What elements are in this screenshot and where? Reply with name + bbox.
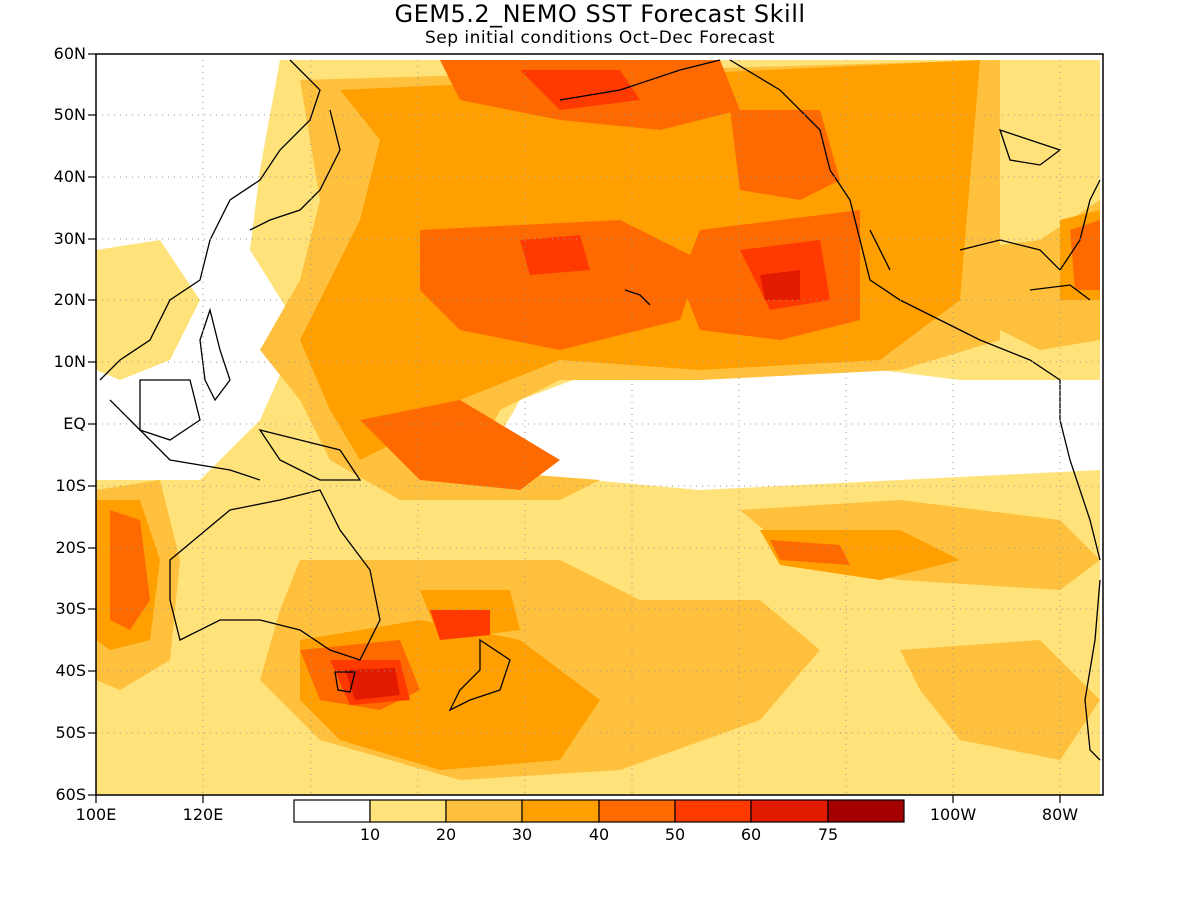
- lat-label-20n: 20N: [53, 290, 86, 309]
- lat-label-50s: 50S: [55, 723, 86, 742]
- lat-label-40n: 40N: [53, 167, 86, 186]
- colorbar-label-30: 30: [511, 825, 533, 844]
- lat-label-10n: 10N: [53, 352, 86, 371]
- colorbar-label-50: 50: [664, 825, 686, 844]
- lon-label-120e: 120E: [182, 805, 224, 824]
- chart-title: GEM5.2_NEMO SST Forecast Skill: [394, 0, 806, 28]
- skill-field: [96, 54, 1103, 795]
- chart-subtitle: Sep initial conditions Oct–Dec Forecast: [424, 28, 776, 48]
- lat-label-20s: 20S: [55, 538, 86, 557]
- colorbar: [293, 799, 905, 823]
- lon-ticks: [95, 795, 1061, 803]
- lat-label-10s: 10S: [55, 476, 86, 495]
- lon-label-100w: 100W: [929, 805, 977, 824]
- lon-label-80w: 80W: [1041, 805, 1079, 824]
- lon-label-100e: 100E: [75, 805, 117, 824]
- colorbar-label-40: 40: [588, 825, 610, 844]
- colorbar-label-60: 60: [740, 825, 762, 844]
- coastlines: [99, 59, 1101, 761]
- colorbar-label-10: 10: [359, 825, 381, 844]
- colorbar-label-20: 20: [435, 825, 457, 844]
- lat-label-30n: 30N: [53, 229, 86, 248]
- lat-label-eq: EQ: [63, 414, 86, 433]
- lat-label-50n: 50N: [53, 105, 86, 124]
- lat-ticks: [88, 53, 96, 796]
- lat-label-40s: 40S: [55, 661, 86, 680]
- lat-label-30s: 30S: [55, 599, 86, 618]
- lat-label-60n: 60N: [53, 44, 86, 63]
- lat-label-60s: 60S: [55, 785, 86, 804]
- colorbar-label-75: 75: [817, 825, 839, 844]
